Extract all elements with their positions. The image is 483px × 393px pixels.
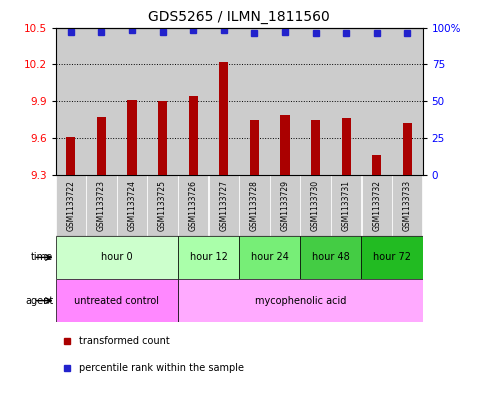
Bar — [392, 28, 423, 175]
Text: GSM1133730: GSM1133730 — [311, 180, 320, 231]
Bar — [117, 28, 147, 175]
Text: GSM1133728: GSM1133728 — [250, 180, 259, 231]
Text: GSM1133722: GSM1133722 — [66, 180, 75, 231]
Text: GSM1133724: GSM1133724 — [128, 180, 137, 231]
Text: transformed count: transformed count — [79, 336, 170, 346]
Text: hour 48: hour 48 — [312, 252, 350, 263]
Bar — [209, 28, 239, 175]
Bar — [270, 175, 300, 236]
Text: time: time — [31, 252, 53, 263]
Bar — [128, 100, 137, 175]
Bar — [86, 28, 117, 175]
Text: hour 72: hour 72 — [373, 252, 411, 263]
Text: hour 12: hour 12 — [189, 252, 227, 263]
Bar — [300, 236, 361, 279]
Bar — [147, 175, 178, 236]
Bar — [270, 28, 300, 175]
Text: GSM1133726: GSM1133726 — [189, 180, 198, 231]
Text: hour 24: hour 24 — [251, 252, 289, 263]
Text: mycophenolic acid: mycophenolic acid — [255, 296, 346, 306]
Text: hour 0: hour 0 — [101, 252, 132, 263]
Bar — [66, 137, 75, 175]
Bar — [178, 279, 423, 322]
Bar — [188, 96, 198, 175]
Bar — [97, 117, 106, 175]
Bar — [219, 62, 228, 175]
Text: GSM1133733: GSM1133733 — [403, 180, 412, 231]
Bar — [56, 28, 86, 175]
Bar — [117, 175, 147, 236]
Bar — [56, 175, 86, 236]
Bar — [239, 236, 300, 279]
Text: untreated control: untreated control — [74, 296, 159, 306]
Bar — [147, 28, 178, 175]
Bar — [361, 28, 392, 175]
Text: GSM1133732: GSM1133732 — [372, 180, 381, 231]
Text: GSM1133729: GSM1133729 — [281, 180, 289, 231]
Bar — [311, 119, 320, 175]
Text: percentile rank within the sample: percentile rank within the sample — [79, 363, 244, 373]
Bar — [372, 155, 382, 175]
Bar — [362, 175, 392, 236]
Text: agent: agent — [25, 296, 53, 306]
Bar — [300, 175, 331, 236]
Bar — [209, 175, 239, 236]
Text: GSM1133731: GSM1133731 — [341, 180, 351, 231]
Bar — [56, 236, 178, 279]
Bar — [361, 236, 423, 279]
Bar — [239, 28, 270, 175]
Bar — [341, 118, 351, 175]
Bar — [331, 175, 361, 236]
Text: GSM1133727: GSM1133727 — [219, 180, 228, 231]
Text: GSM1133723: GSM1133723 — [97, 180, 106, 231]
Bar — [331, 28, 361, 175]
Text: GSM1133725: GSM1133725 — [158, 180, 167, 231]
Bar — [178, 175, 208, 236]
Title: GDS5265 / ILMN_1811560: GDS5265 / ILMN_1811560 — [148, 10, 330, 24]
Bar — [178, 28, 209, 175]
Bar — [403, 123, 412, 175]
Bar — [86, 175, 116, 236]
Bar — [178, 236, 239, 279]
Bar — [158, 101, 167, 175]
Bar — [239, 175, 270, 236]
Bar — [392, 175, 423, 236]
Bar — [300, 28, 331, 175]
Bar — [280, 115, 290, 175]
Bar — [250, 119, 259, 175]
Bar — [56, 279, 178, 322]
